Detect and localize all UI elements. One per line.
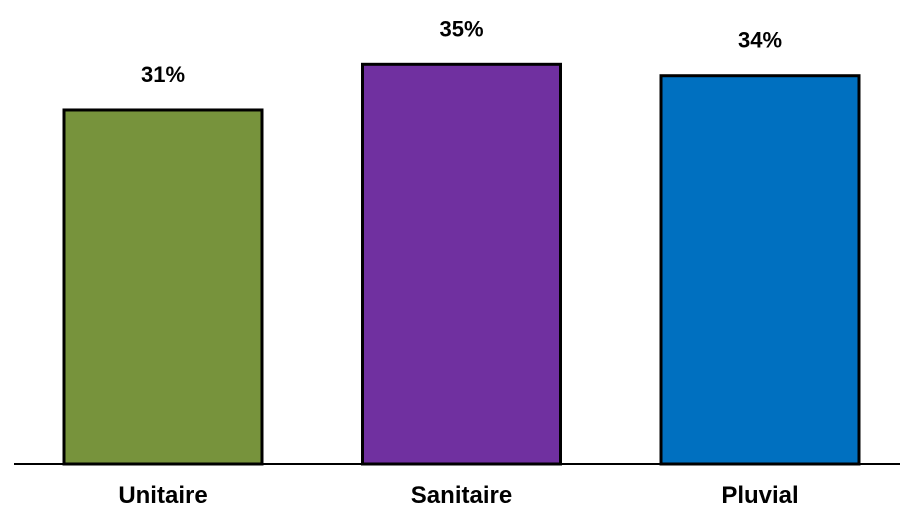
value-label-unitaire: 31% [141,62,185,87]
bar-pluvial [659,74,861,466]
bar-sanitaire [361,62,562,466]
value-label-sanitaire: 35% [439,16,483,41]
x-tick-label-sanitaire: Sanitaire [411,482,512,509]
x-tick-label-unitaire: Unitaire [118,482,207,509]
value-labels-layer: 31% 35% 34% [141,16,782,87]
value-label-pluvial: 34% [738,28,782,53]
x-tick-labels-layer: Unitaire Sanitaire Pluvial [118,482,798,509]
bars-layer [62,62,861,466]
x-tick-label-pluvial: Pluvial [721,482,798,509]
bar-unitaire [62,108,264,466]
